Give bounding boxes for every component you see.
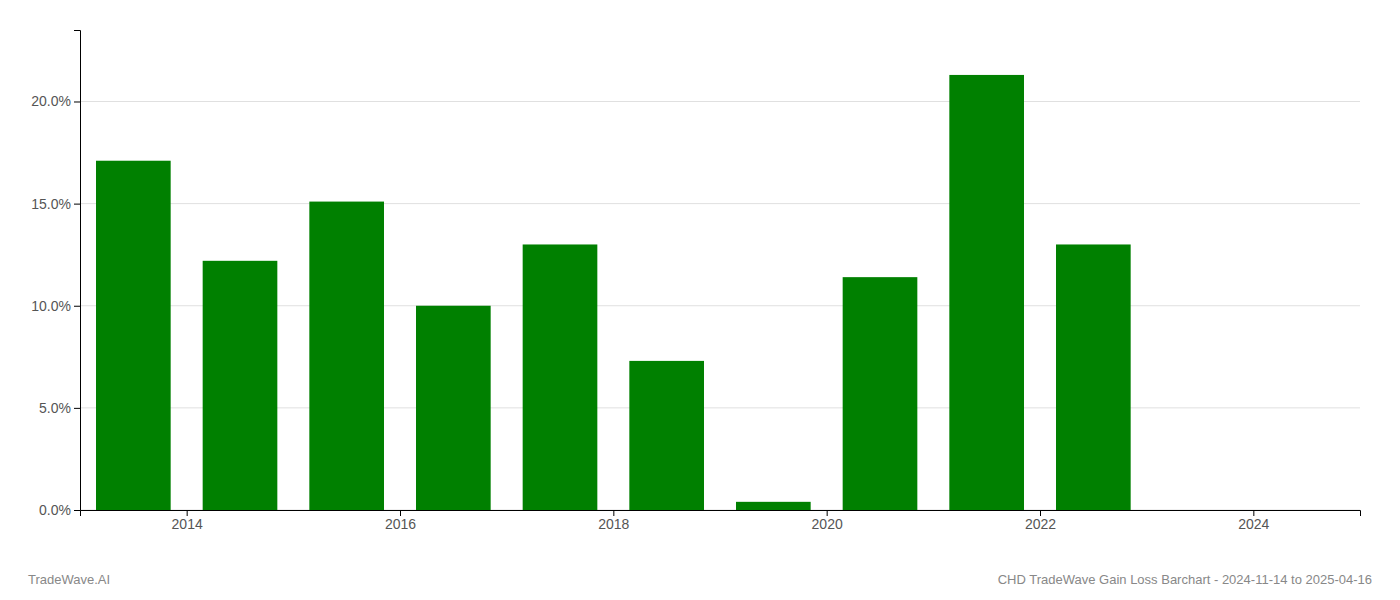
y-tick-label: 5.0% <box>39 400 71 416</box>
bar <box>203 261 278 510</box>
grid <box>80 101 1360 510</box>
x-axis: 2014 2016 2018 2020 2022 2024 <box>81 510 1361 532</box>
x-tick-label: 2016 <box>385 516 416 532</box>
y-tick-mark <box>74 510 80 511</box>
y-tick: 0.0% <box>39 502 80 518</box>
x-tick-label: 2022 <box>1025 516 1056 532</box>
x-tick: 2016 <box>385 510 416 532</box>
x-tick: 2018 <box>598 510 629 532</box>
grid-line <box>80 101 1360 102</box>
footer: TradeWave.AI CHD TradeWave Gain Loss Barc… <box>28 572 1372 587</box>
bar <box>736 502 811 510</box>
x-tick-label: 2024 <box>1238 516 1269 532</box>
y-axis: 0.0% 5.0% 10.0% 15.0% 20.0% <box>31 31 80 518</box>
x-tick: 2022 <box>1025 510 1056 532</box>
y-tick: 20.0% <box>31 93 80 109</box>
y-tick: 5.0% <box>39 400 80 416</box>
y-tick-mark <box>74 306 80 307</box>
bar <box>309 202 384 510</box>
y-tick-label: 10.0% <box>31 298 71 314</box>
chart: 2014 2016 2018 2020 2022 2024 0.0% 5.0% 10.0% 15.… <box>0 0 1400 600</box>
y-tick-label: 20.0% <box>31 93 71 109</box>
y-tick: 15.0% <box>31 196 80 212</box>
bar <box>416 306 491 510</box>
y-tick: 10.0% <box>31 298 80 314</box>
y-tick-mark <box>74 408 80 409</box>
x-tick: 2024 <box>1238 510 1269 532</box>
bar <box>1163 510 1238 511</box>
grid-line <box>80 203 1360 204</box>
y-tick-mark <box>74 101 80 102</box>
y-axis-line <box>74 31 81 511</box>
bar <box>949 75 1024 510</box>
x-tick-label: 2020 <box>812 516 843 532</box>
x-tick-label: 2014 <box>172 516 203 532</box>
bars <box>96 75 1131 510</box>
x-axis-line <box>81 511 1361 517</box>
x-tick: 2020 <box>812 510 843 532</box>
annotation: CHD TradeWave Gain Loss Barchart - 2024-… <box>998 572 1372 587</box>
x-tick-label: 2018 <box>598 516 629 532</box>
bar <box>1056 244 1131 510</box>
y-tick-label: 0.0% <box>39 502 71 518</box>
bar <box>629 361 704 510</box>
plot-area: 2014 2016 2018 2020 2022 2024 0.0% 5.0% 10.0% 15.… <box>31 31 1360 532</box>
bar <box>843 277 918 510</box>
y-tick-mark <box>74 204 80 205</box>
y-tick-label: 15.0% <box>31 196 71 212</box>
bar <box>96 161 171 510</box>
annotation: TradeWave.AI <box>28 572 110 587</box>
bar <box>523 244 598 510</box>
x-tick: 2014 <box>172 510 203 532</box>
